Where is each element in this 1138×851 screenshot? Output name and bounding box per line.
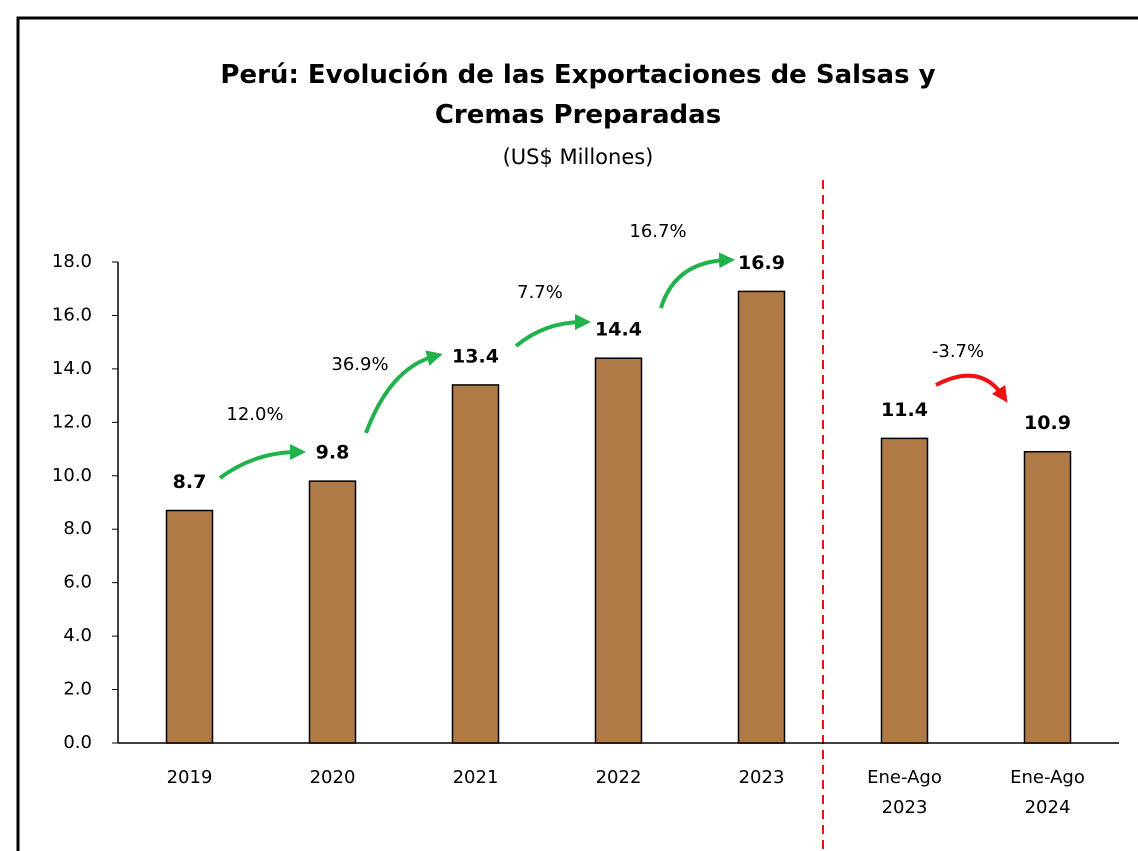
arrows xyxy=(218,252,1008,480)
x-tick-label: 2019 xyxy=(167,767,213,788)
y-tick-label: 18.0 xyxy=(52,251,92,272)
growth-annotation: 7.7% xyxy=(517,282,563,303)
bar xyxy=(165,509,214,744)
y-tick-label: 4.0 xyxy=(63,625,92,646)
chart-title: Perú: Evolución de las Exportaciones de … xyxy=(220,60,935,130)
value-label: 11.4 xyxy=(881,399,928,421)
bar xyxy=(308,480,357,744)
y-tick-label: 8.0 xyxy=(63,518,92,539)
bar xyxy=(594,357,643,744)
x-tick-label: 2020 xyxy=(310,767,356,788)
growth-annotation: 12.0% xyxy=(226,404,283,425)
y-tick-label: 6.0 xyxy=(63,572,92,593)
value-label: 16.9 xyxy=(738,252,785,274)
value-label: 14.4 xyxy=(595,319,642,341)
x-tick-label: 2023 xyxy=(739,767,785,788)
value-label: 9.8 xyxy=(316,442,350,464)
growth-annotation: -3.7% xyxy=(932,341,984,362)
y-tick-label: 12.0 xyxy=(52,411,92,432)
value-label: 13.4 xyxy=(452,345,499,367)
y-tick-label: 14.0 xyxy=(52,358,92,379)
bar xyxy=(451,384,500,744)
y-tick-label: 10.0 xyxy=(52,465,92,486)
y-tick-label: 2.0 xyxy=(63,679,92,700)
growth-annotation: 36.9% xyxy=(331,354,388,375)
value-label: 8.7 xyxy=(173,471,207,493)
bar xyxy=(880,437,929,744)
growth-annotation: 16.7% xyxy=(629,221,686,242)
value-label: 10.9 xyxy=(1024,412,1071,434)
chart-subtitle: (US$ Millones) xyxy=(503,145,654,169)
y-tick-label: 16.0 xyxy=(52,304,92,325)
bar xyxy=(737,290,786,744)
bar xyxy=(1023,450,1072,744)
x-tick-label: 2022 xyxy=(596,767,642,788)
x-tick-label: Ene-Ago 2024 xyxy=(1010,767,1085,818)
y-tick-label: 0.0 xyxy=(63,732,92,753)
x-tick-label: 2021 xyxy=(453,767,499,788)
x-tick-label: Ene-Ago 2023 xyxy=(867,767,942,818)
